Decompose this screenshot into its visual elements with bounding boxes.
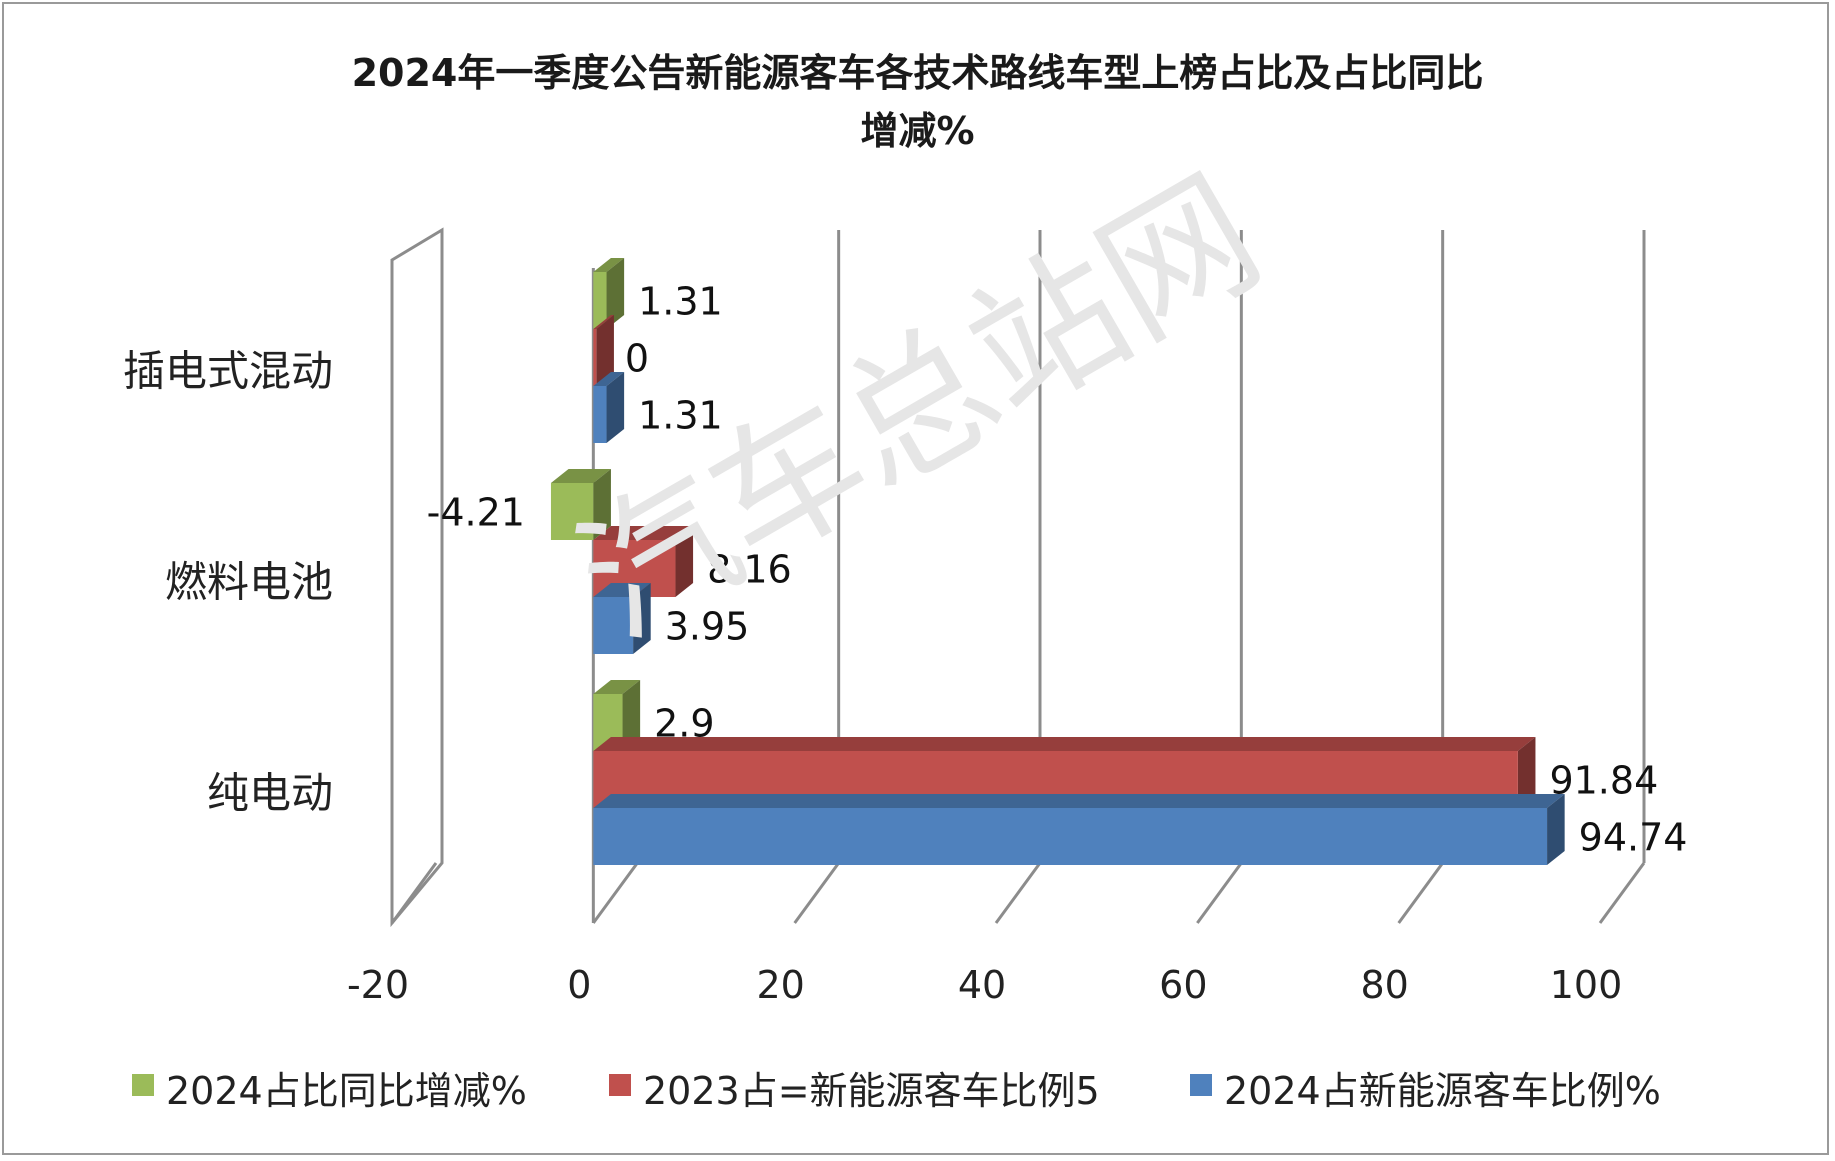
- chart-walls: [390, 227, 595, 928]
- chart-title-line-1: 2024年一季度公告新能源客车各技术路线车型上榜占比及占比同比: [351, 51, 1484, 95]
- legend-label-0: 2024占比同比增减%: [166, 1069, 527, 1113]
- floor-line-1: [592, 862, 639, 924]
- data-label-1-1: 8.16: [707, 548, 792, 592]
- data-label-2-2: 94.74: [1579, 816, 1688, 860]
- legend-swatch-0: [132, 1074, 154, 1096]
- floor-line-0: [390, 862, 438, 924]
- chart-title: 2024年一季度公告新能源客车各技术路线车型上榜占比及占比同比 增减%: [0, 44, 1835, 160]
- tick-label-1: 0: [567, 963, 591, 1007]
- tick-label-2: 20: [756, 963, 804, 1007]
- data-label-2-0: 2.9: [654, 702, 714, 746]
- bar-side-1-0: [593, 469, 611, 540]
- data-label-1-2: 3.95: [665, 605, 750, 649]
- data-label-0-1: 0: [625, 337, 649, 381]
- floor-line-3: [994, 862, 1042, 924]
- chart-title-line-2: 增减%: [860, 109, 975, 153]
- chart-tick-labels: -20 0 20 40 60 80 100: [347, 963, 1622, 1007]
- category-label-1: 燃料电池: [165, 558, 333, 607]
- legend-swatch-1: [609, 1074, 631, 1096]
- tick-label-6: 100: [1550, 963, 1623, 1007]
- floor-line-5: [1397, 862, 1444, 924]
- data-label-0-2: 1.31: [638, 394, 723, 438]
- bar-side-0-1: [596, 315, 614, 386]
- legend-swatch-2: [1190, 1074, 1212, 1096]
- bar-top-2-0: [593, 680, 641, 694]
- bar-1-2: [593, 597, 634, 654]
- data-label-0-0: 1.31: [638, 280, 723, 324]
- bar-side-1-2: [633, 583, 651, 654]
- data-label-1-0: -4.21: [427, 491, 525, 535]
- chart-bars: [550, 258, 1565, 865]
- bar-top-2-1: [593, 737, 1536, 751]
- bar-side-2-1: [1517, 737, 1536, 808]
- bar-side-1-1: [675, 526, 694, 597]
- bar-side-0-0: [606, 258, 625, 329]
- bar-top-1-2: [593, 583, 651, 597]
- bar-2-2: [593, 808, 1548, 865]
- tick-label-4: 60: [1159, 963, 1207, 1007]
- legend-label-1: 2023占=新能源客车比例5: [643, 1069, 1100, 1113]
- bar-top-0-1: [593, 315, 614, 329]
- bar-0-0: [593, 272, 607, 329]
- category-label-0: 插电式混动: [123, 347, 333, 396]
- bar-0-1: [593, 329, 597, 386]
- floor-line-6: [1598, 862, 1646, 924]
- chart-data-labels: 1.31 0 1.31 -4.21 8.16 3.95 2.9 91.84 94.74: [427, 280, 1688, 860]
- tick-label-5: 80: [1360, 963, 1408, 1007]
- data-label-2-1: 91.84: [1549, 759, 1658, 803]
- bar-side-2-0: [622, 680, 641, 751]
- chart-legend: 2024占比同比增减% 2023占=新能源客车比例5 2024占新能源客车比例%: [132, 1069, 1661, 1113]
- category-label-2: 纯电动: [207, 769, 333, 818]
- bar-top-0-2: [593, 372, 625, 386]
- left-wall: [390, 227, 444, 928]
- floor-line-4: [1196, 862, 1243, 924]
- bar-0-2: [593, 386, 607, 443]
- bar-top-0-0: [593, 258, 625, 272]
- bar-top-2-2: [593, 794, 1565, 808]
- floor-line-2: [793, 862, 840, 924]
- bar-side-2-2: [1547, 794, 1565, 865]
- legend-label-2: 2024占新能源客车比例%: [1224, 1069, 1661, 1113]
- bar-1-0: [550, 483, 594, 540]
- bar-top-1-0: [550, 469, 611, 483]
- bar-top-1-1: [593, 526, 694, 540]
- tick-label-0: -20: [347, 963, 409, 1007]
- bar-side-0-2: [606, 372, 625, 443]
- tick-label-3: 40: [958, 963, 1006, 1007]
